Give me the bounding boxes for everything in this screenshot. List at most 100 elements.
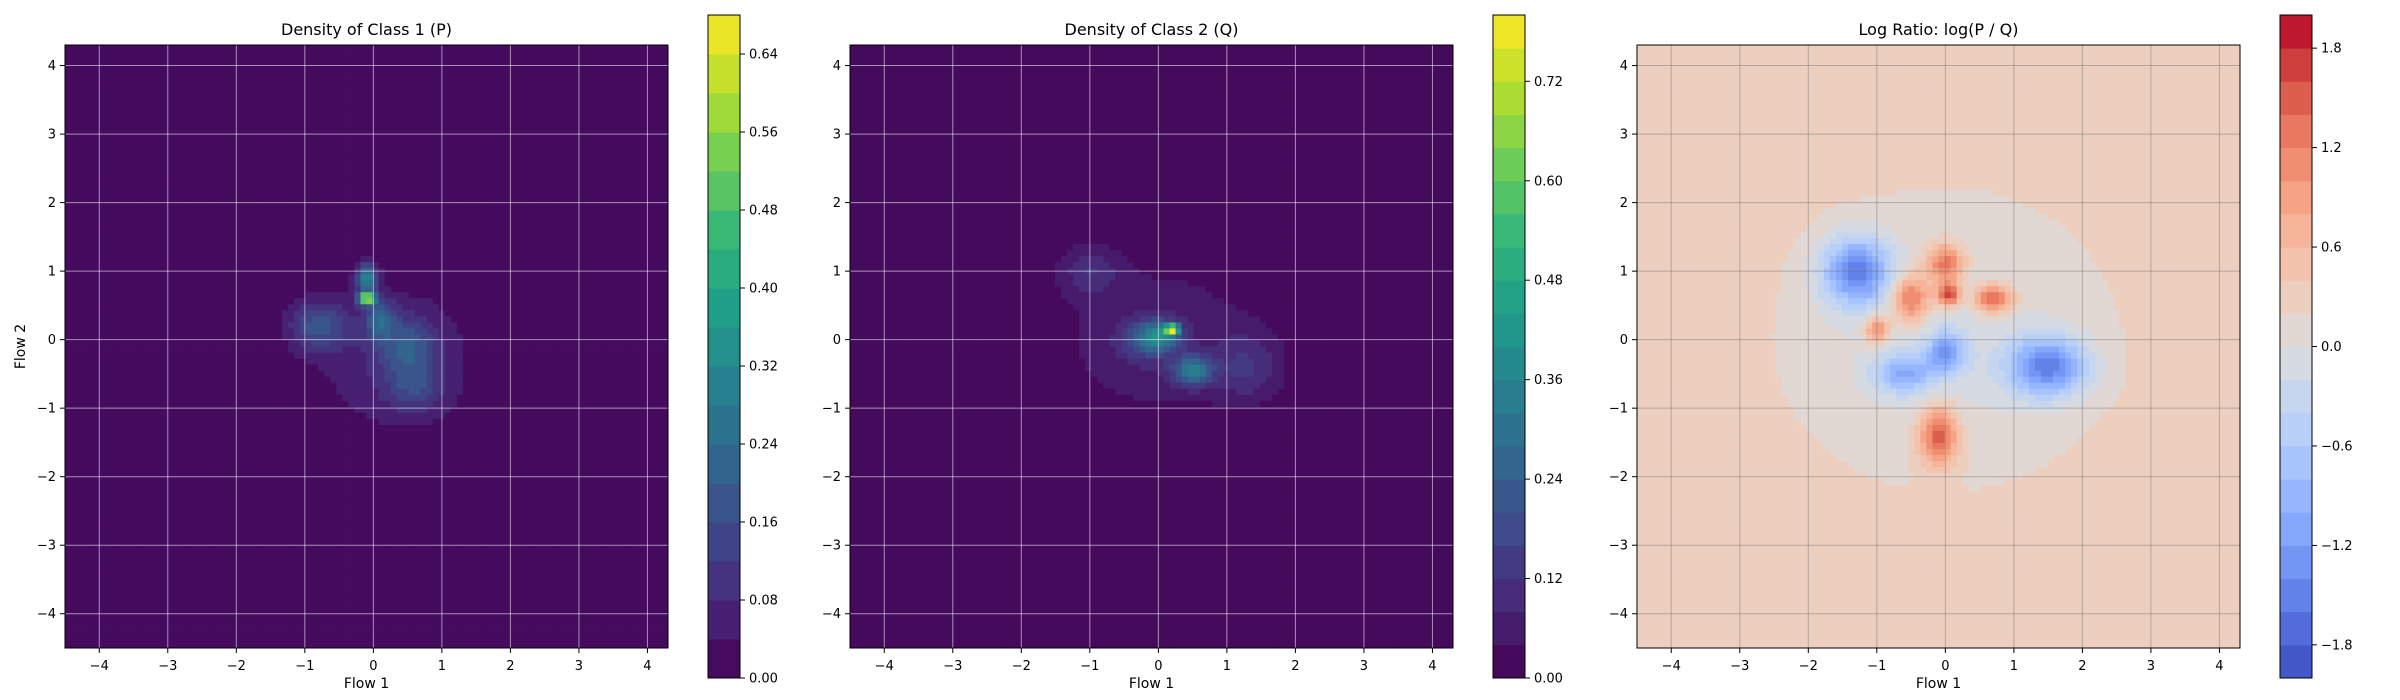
heatmap-cell <box>306 189 313 197</box>
heatmap-cell <box>227 364 235 372</box>
heatmap-cell <box>251 334 259 342</box>
heatmap-cell <box>143 382 151 390</box>
heatmap-cell <box>294 551 301 559</box>
heatmap-cell <box>107 406 114 414</box>
heatmap-cell <box>257 358 265 366</box>
heatmap-cell <box>89 135 96 143</box>
heatmap-cell <box>131 340 138 348</box>
heatmap-cell <box>125 298 132 305</box>
heatmap-cell <box>257 503 265 510</box>
heatmap-cell <box>197 298 205 305</box>
heatmap-cell <box>101 491 108 498</box>
heatmap-cell <box>257 605 265 613</box>
heatmap-cell <box>318 57 325 64</box>
heatmap-cell <box>360 569 368 577</box>
heatmap-cell <box>282 213 289 221</box>
heatmap-cell <box>306 563 313 571</box>
heatmap-cell <box>360 527 368 535</box>
heatmap-cell <box>257 581 265 589</box>
heatmap-cell <box>113 539 120 547</box>
heatmap-cell <box>270 376 277 384</box>
heatmap-cell <box>276 418 283 426</box>
heatmap-cell <box>336 485 343 492</box>
heatmap-cell <box>143 563 151 571</box>
heatmap-cell <box>209 310 217 317</box>
heatmap-cell <box>348 111 356 118</box>
heatmap-cell <box>270 286 277 293</box>
heatmap-cell <box>330 364 337 372</box>
heatmap-cell <box>83 334 90 342</box>
heatmap-cell <box>179 147 187 155</box>
heatmap-cell <box>131 237 138 245</box>
heatmap-cell <box>251 171 259 179</box>
heatmap-cell <box>203 201 211 209</box>
heatmap-cell <box>227 256 235 263</box>
heatmap-cell <box>113 400 120 408</box>
heatmap-cell <box>276 485 283 492</box>
heatmap-cell <box>89 129 96 137</box>
heatmap-cell <box>137 581 144 589</box>
heatmap-cell <box>324 171 331 179</box>
heatmap-cell <box>330 587 337 595</box>
heatmap-cell <box>71 551 78 559</box>
heatmap-cell <box>348 292 356 299</box>
heatmap-cell <box>306 225 313 233</box>
heatmap-cell <box>101 183 108 191</box>
heatmap-cell <box>306 87 313 94</box>
heatmap-cell <box>203 587 211 595</box>
heatmap-cell <box>89 569 96 577</box>
heatmap-cell <box>89 485 96 492</box>
heatmap-cell <box>83 292 90 299</box>
heatmap-cell <box>197 147 205 155</box>
heatmap-cell <box>263 322 271 330</box>
heatmap-cell <box>324 183 331 191</box>
heatmap-cell <box>71 117 78 124</box>
heatmap-cell <box>167 599 175 607</box>
heatmap-cell <box>263 599 271 607</box>
heatmap-cell <box>288 376 295 384</box>
heatmap-cell <box>143 587 151 595</box>
heatmap-cell <box>330 497 337 504</box>
heatmap-cell <box>239 527 247 535</box>
heatmap-cell <box>89 424 96 432</box>
heatmap-cell <box>233 539 241 547</box>
heatmap-cell <box>119 93 126 100</box>
heatmap-cell <box>221 611 229 619</box>
heatmap-cell <box>282 557 289 565</box>
heatmap-cell <box>185 641 193 648</box>
heatmap-cell <box>89 527 96 535</box>
heatmap-cell <box>65 364 72 372</box>
heatmap-cell <box>245 442 253 450</box>
heatmap-cell <box>354 587 362 595</box>
heatmap-cell <box>83 81 90 88</box>
heatmap-cell <box>324 298 331 305</box>
heatmap-cell <box>318 213 325 221</box>
heatmap-cell <box>294 69 301 76</box>
heatmap-cell <box>294 135 301 143</box>
heatmap-cell <box>294 382 301 390</box>
heatmap-cell <box>101 436 108 444</box>
heatmap-cell <box>113 442 120 450</box>
heatmap-cell <box>348 497 356 504</box>
heatmap-cell <box>143 485 151 492</box>
heatmap-cell <box>191 81 199 88</box>
heatmap-cell <box>282 340 289 348</box>
heatmap-cell <box>155 280 163 287</box>
heatmap-cell <box>288 231 295 239</box>
heatmap-cell <box>191 394 199 402</box>
heatmap-cell <box>191 147 199 155</box>
heatmap-cell <box>155 557 163 565</box>
heatmap-cell <box>239 503 247 510</box>
heatmap-cell <box>300 195 307 203</box>
heatmap-cell <box>318 503 325 510</box>
heatmap-cell <box>137 545 144 553</box>
heatmap-cell <box>288 243 295 251</box>
heatmap-cell <box>161 87 169 94</box>
heatmap-cell <box>167 243 175 251</box>
heatmap-cell <box>137 449 144 456</box>
heatmap-cell <box>342 280 350 287</box>
heatmap-cell <box>348 274 356 281</box>
heatmap-cell <box>251 147 259 155</box>
heatmap-cell <box>336 292 343 299</box>
heatmap-cell <box>251 219 259 227</box>
